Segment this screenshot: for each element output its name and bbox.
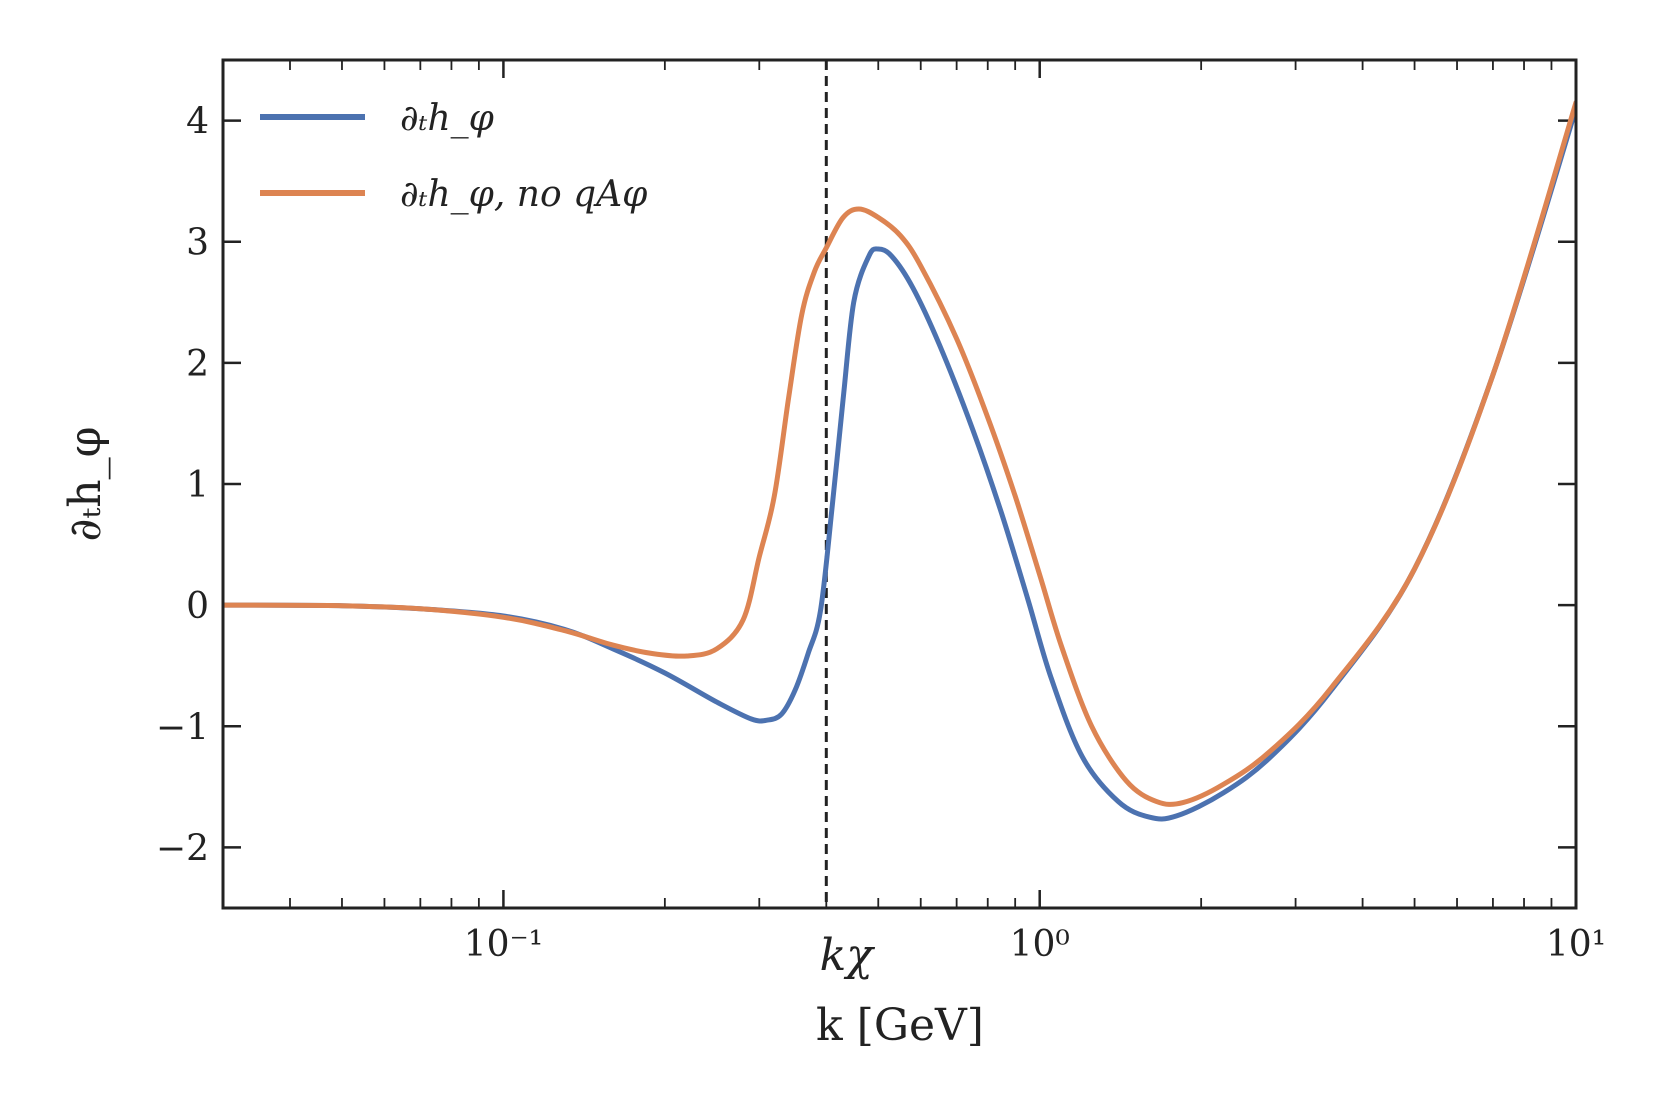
series-line-1 <box>223 106 1576 822</box>
y-axis-label: ∂ₜh_φ <box>60 427 111 542</box>
minor-ticks <box>222 60 1553 908</box>
series-line-2 <box>223 99 1576 807</box>
legend-label-series-1: ∂ₜh_φ <box>400 98 495 139</box>
y-tick-label: −2 <box>156 828 209 869</box>
tick-labels: 10⁻¹ 10⁰ 10¹ −2 −1 0 1 2 3 4 <box>156 102 1606 965</box>
y-tick-label: 2 <box>186 344 209 385</box>
legend: ∂ₜh_φ ∂ₜh_φ, no qAφ <box>260 98 648 215</box>
y-tick-label: 0 <box>186 586 209 627</box>
x-tick-label: 10⁻¹ <box>464 924 543 965</box>
reference-line-label: kχ <box>820 930 876 981</box>
y-tick-label: 3 <box>186 223 209 264</box>
x-tick-label: 10⁰ <box>1010 924 1070 965</box>
x-axis-label: k [GeV] <box>816 1000 984 1051</box>
plot-frame <box>221 58 1578 910</box>
y-tick-label: 4 <box>186 102 209 143</box>
x-tick-label: 10¹ <box>1546 924 1606 965</box>
y-tick-label: −1 <box>156 707 209 748</box>
legend-label-series-2: ∂ₜh_φ, no qAφ <box>400 174 648 215</box>
plot-content <box>223 60 1576 908</box>
y-tick-label: 1 <box>186 465 209 506</box>
